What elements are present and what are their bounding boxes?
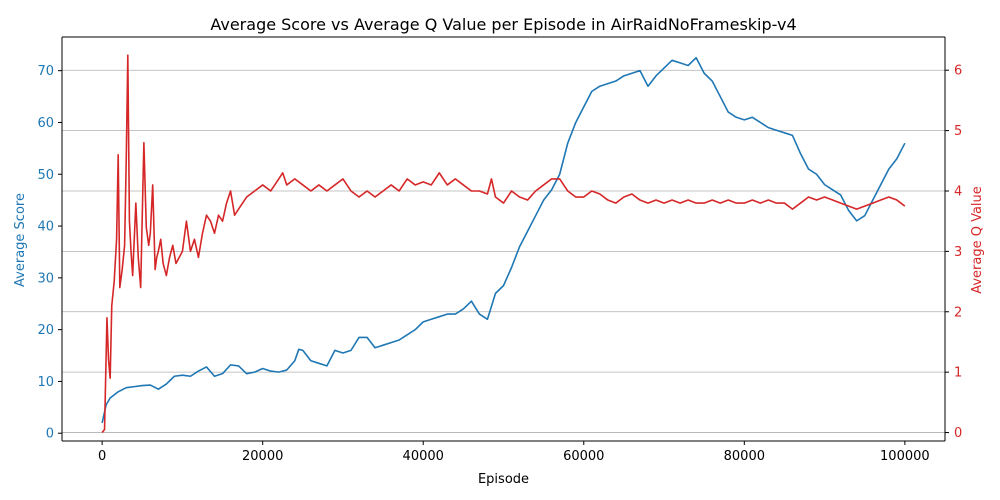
y-left-tick-label-1: 10 xyxy=(37,375,54,390)
chart-title: Average Score vs Average Q Value per Epi… xyxy=(210,15,796,34)
y-right-tick-label-1: 1 xyxy=(954,366,962,381)
x-axis-title: Episode xyxy=(478,472,529,487)
y-right-tick-label-4: 4 xyxy=(954,184,962,199)
grid-layer xyxy=(62,69,945,433)
series-line-average-score xyxy=(101,56,906,424)
x-tick-label-0: 0 xyxy=(98,449,106,464)
y-left-tick-label-4: 40 xyxy=(37,220,54,235)
x-tick-label-1: 20000 xyxy=(242,449,283,464)
y-left-tick-label-2: 20 xyxy=(37,323,54,338)
y-left-axis-title: Average Score xyxy=(13,193,28,287)
y-left-tick-label-7: 70 xyxy=(37,64,54,79)
y-right-axis-title: Average Q Value xyxy=(970,186,985,294)
y-left-tick-label-5: 50 xyxy=(37,168,54,183)
series-line-average-q-value xyxy=(101,54,906,434)
y-right-tick-label-2: 2 xyxy=(954,305,962,320)
ticks-layer: 0 20000 40000 60000 80000 1000000102030405060… xyxy=(37,64,962,464)
y-right-tick-label-6: 6 xyxy=(954,64,962,79)
x-tick-label-3: 60000 xyxy=(563,449,604,464)
y-right-tick-label-3: 3 xyxy=(954,245,962,260)
x-tick-label-5: 100000 xyxy=(880,449,930,464)
y-right-tick-label-0: 0 xyxy=(954,426,962,441)
y-right-tick-label-5: 5 xyxy=(954,124,962,139)
y-left-tick-label-0: 0 xyxy=(46,427,54,442)
axes-layer xyxy=(61,36,946,442)
series-layer xyxy=(101,54,906,434)
y-left-tick-label-3: 30 xyxy=(37,271,54,286)
y-left-tick-label-6: 60 xyxy=(37,116,54,131)
x-tick-label-4: 80000 xyxy=(724,449,765,464)
x-tick-label-2: 40000 xyxy=(403,449,444,464)
